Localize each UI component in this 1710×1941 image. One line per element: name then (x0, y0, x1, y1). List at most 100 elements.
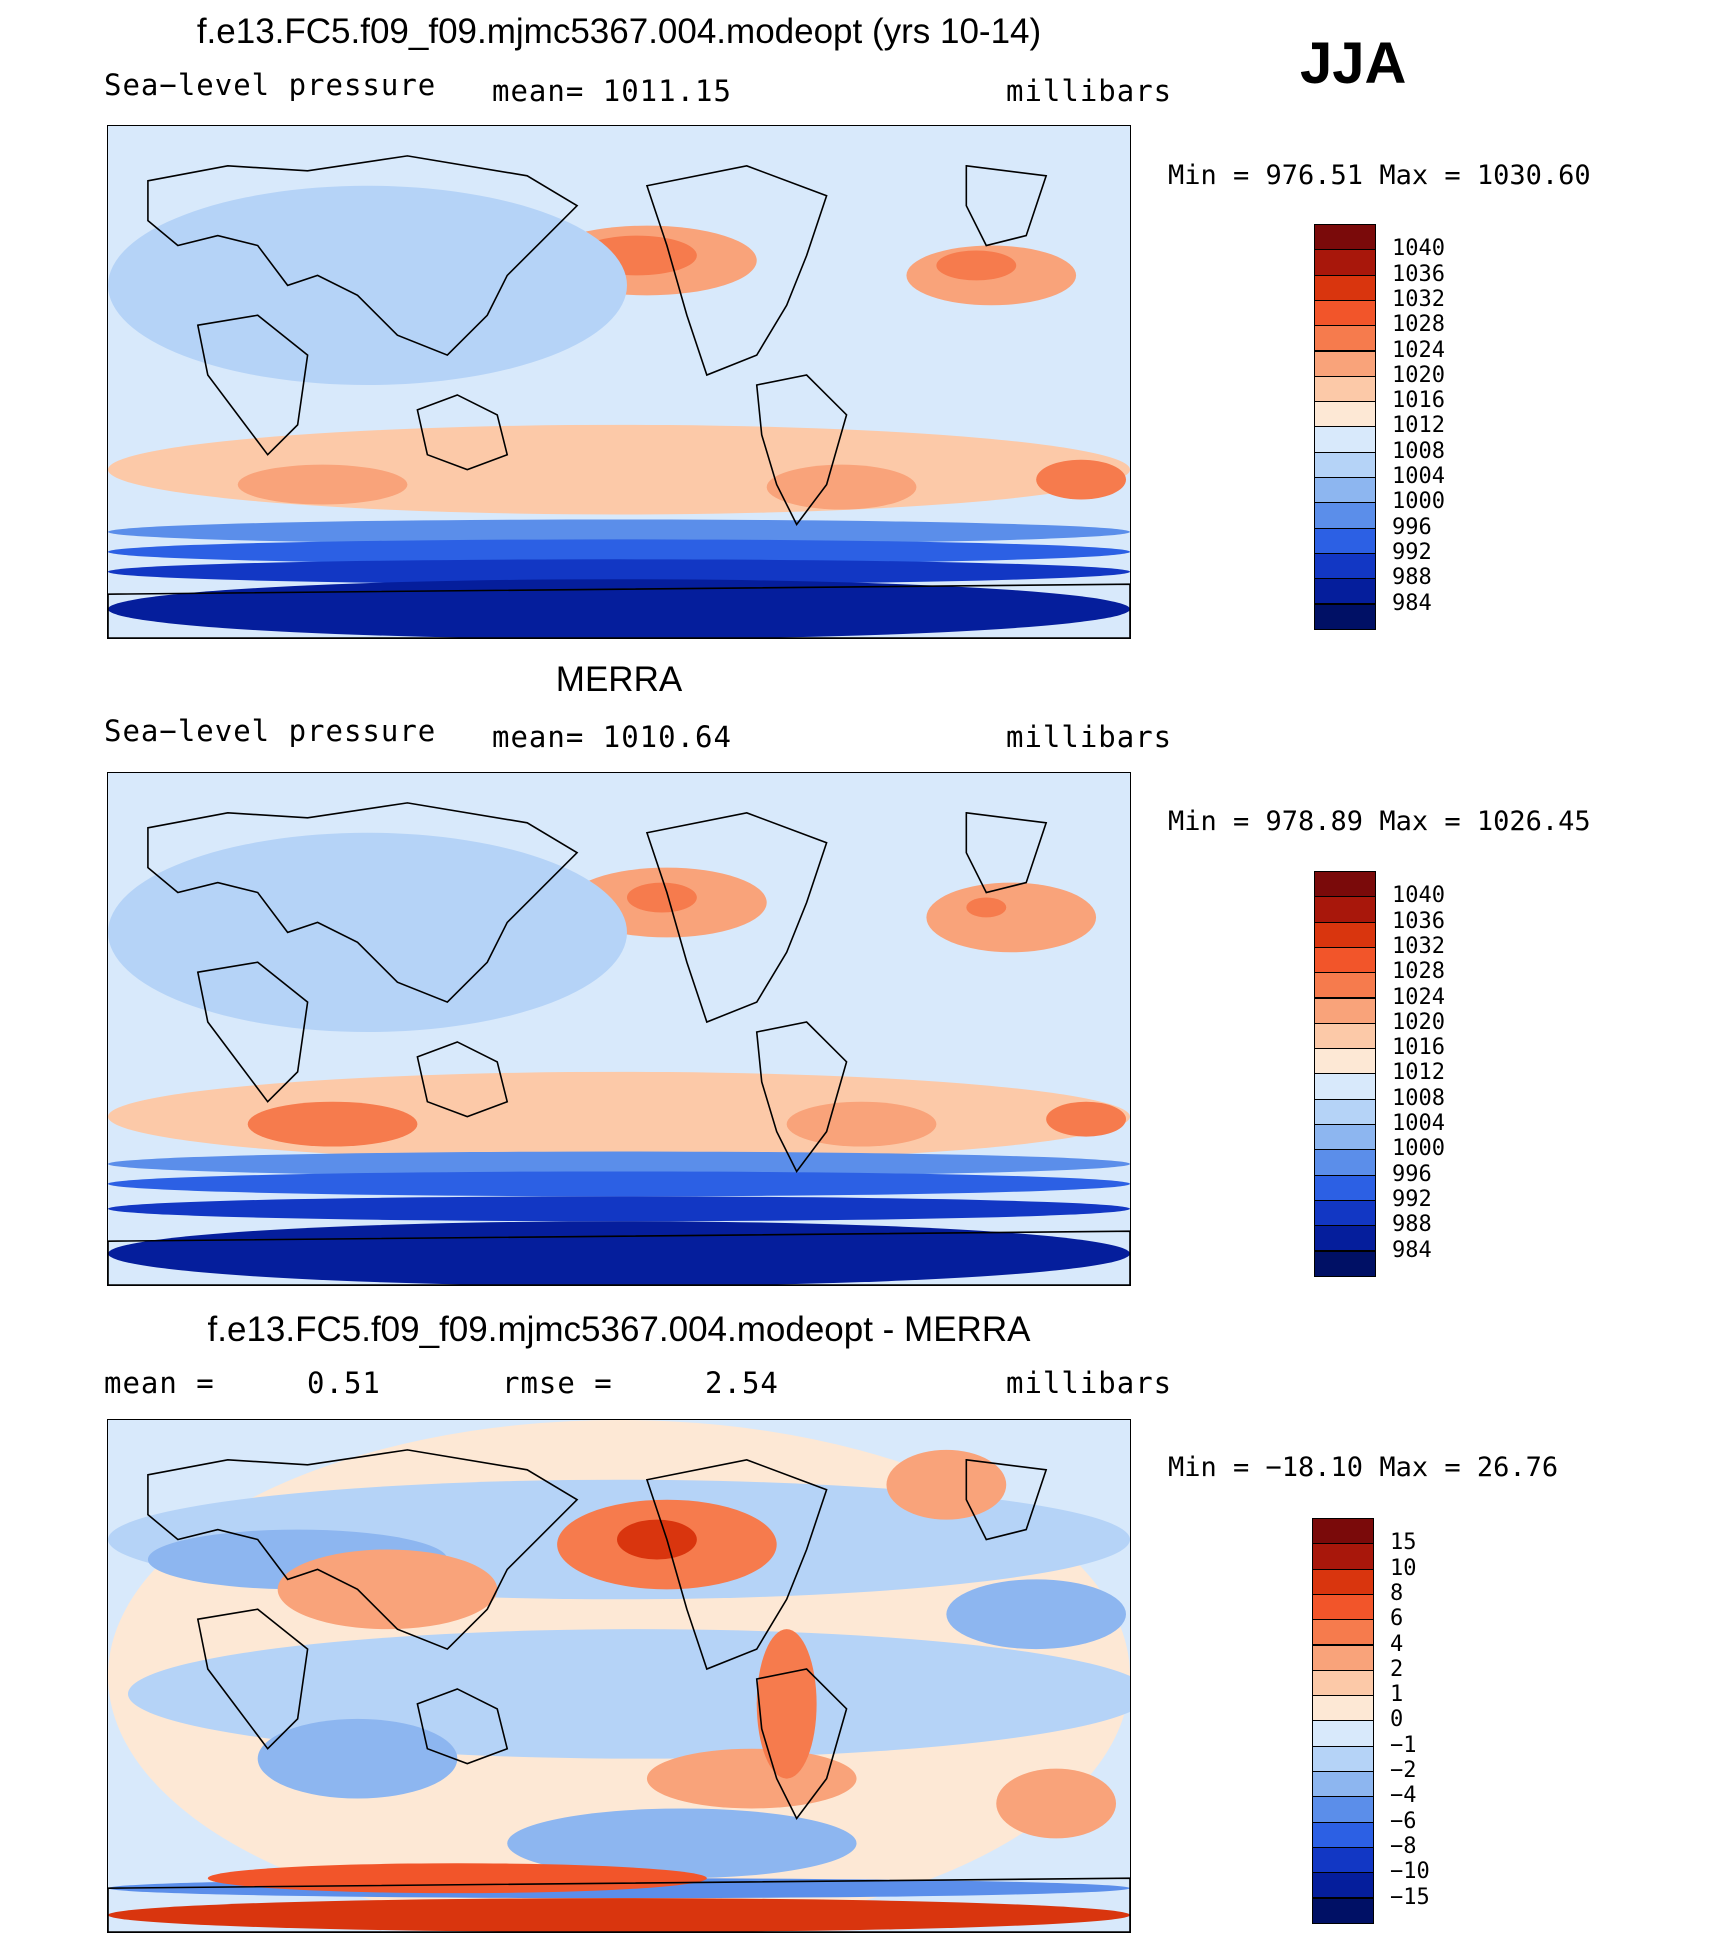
coastline (147, 1449, 579, 1651)
colorbar-label: 984 (1392, 590, 1432, 616)
map-canvas (108, 126, 1130, 638)
coastline (645, 165, 828, 377)
colorbar-swatch (1314, 451, 1376, 478)
colorbar-swatch (1314, 1098, 1376, 1125)
colorbar-swatch (1312, 1644, 1374, 1671)
colorbar-label: 1028 (1392, 959, 1445, 985)
colorbar-label: 1028 (1392, 312, 1445, 338)
contour-region (108, 1151, 1130, 1177)
contour-region (646, 1748, 857, 1809)
contour-region (108, 1221, 1130, 1285)
panel-title: MERRA (555, 660, 683, 699)
colorbar-swatch (1314, 1048, 1376, 1075)
contour-region (108, 1171, 1130, 1197)
panel-title: f.e13.FC5.f09_f09.mjmc5367.004.modeopt -… (207, 1310, 1031, 1349)
coastline (147, 802, 579, 1004)
colorbar-label: 992 (1392, 1186, 1432, 1212)
colorbar-swatch (1314, 375, 1376, 403)
colorbar-swatch (1314, 1199, 1376, 1227)
contour-region (108, 519, 1130, 545)
colorbar-label: −8 (1390, 1833, 1417, 1859)
panel-title: f.e13.FC5.f09_f09.mjmc5367.004.modeopt (… (196, 12, 1042, 51)
min-max-label: Min = 976.51 Max = 1030.60 (1168, 160, 1591, 191)
contour-region (926, 882, 1097, 953)
colorbar-swatch (1314, 527, 1376, 554)
colorbar-label: −6 (1390, 1808, 1417, 1834)
colorbar-label: 984 (1392, 1237, 1432, 1263)
colorbar-label: −4 (1390, 1783, 1417, 1809)
contour-region (766, 464, 917, 510)
variable-label: Sea−level pressure (104, 68, 437, 102)
coastline (416, 394, 509, 471)
contour-region (886, 1449, 1007, 1520)
contour-region (936, 250, 1017, 281)
mean-label: mean = 0.51 (104, 1366, 381, 1400)
colorbar-label: 8 (1390, 1580, 1404, 1606)
model-slp-map (107, 125, 1131, 639)
colorbar-label: 1016 (1392, 388, 1445, 414)
contour-region (207, 1863, 707, 1894)
colorbar-swatch (1314, 946, 1376, 974)
colorbar-label: 1032 (1392, 286, 1445, 312)
colorbar-swatch (1312, 1720, 1374, 1747)
min-max-label: Min = −18.10 Max = 26.76 (1168, 1452, 1559, 1483)
colorbar-swatch (1312, 1669, 1374, 1697)
colorbar-label: 988 (1392, 565, 1432, 591)
contour-region (108, 539, 1130, 565)
colorbar-label: 0 (1390, 1707, 1404, 1733)
colorbar-swatch (1312, 1771, 1374, 1798)
units-label: millibars (1006, 74, 1173, 108)
colorbar-label: 1020 (1392, 1009, 1445, 1035)
colorbar-label: 15 (1390, 1530, 1417, 1556)
coastline (755, 374, 848, 526)
contour-region (1036, 459, 1127, 500)
contour-region (108, 1196, 1130, 1222)
colorbar-swatch (1314, 401, 1376, 428)
colorbar-label: −10 (1390, 1859, 1430, 1885)
colorbar-label: 992 (1392, 539, 1432, 565)
colorbar-swatch (1312, 1846, 1374, 1874)
colorbar-swatch (1314, 972, 1376, 999)
colorbar-label: 6 (1390, 1606, 1404, 1632)
contour-region (786, 1101, 937, 1147)
colorbar-swatch (1314, 299, 1376, 327)
mean-label: mean= 1010.64 (492, 720, 732, 754)
colorbar-swatch (1314, 1149, 1376, 1176)
colorbar-swatch (1312, 1593, 1374, 1621)
merra-slp-map (107, 772, 1131, 1286)
colorbar-swatch (1314, 1225, 1376, 1252)
contour-region (996, 1768, 1117, 1839)
colorbar-swatch (1314, 1124, 1376, 1151)
contour-region (756, 1629, 817, 1779)
colorbar-swatch (1314, 997, 1376, 1024)
map-canvas (108, 773, 1130, 1285)
coastline (196, 961, 309, 1103)
contour-region (247, 1101, 418, 1147)
coastline (416, 1688, 509, 1765)
difference-slp-map (107, 1419, 1131, 1933)
colorbar-swatch (1314, 1250, 1376, 1277)
colorbar-label: 996 (1392, 1161, 1432, 1187)
colorbar-label: 4 (1390, 1631, 1404, 1657)
colorbar-label: 996 (1392, 514, 1432, 540)
contour-region (257, 1718, 458, 1799)
colorbar-label: 1020 (1392, 362, 1445, 388)
units-label: millibars (1006, 1366, 1173, 1400)
colorbar-swatch (1314, 350, 1376, 377)
colorbar-swatch (1312, 1695, 1374, 1722)
colorbar-swatch (1314, 249, 1376, 276)
rmse-label: rmse = 2.54 (502, 1366, 779, 1400)
colorbar-label: 1012 (1392, 413, 1445, 439)
colorbar-swatch (1312, 1543, 1374, 1570)
colorbar-label: 2 (1390, 1656, 1404, 1682)
colorbar-label: 1016 (1392, 1035, 1445, 1061)
colorbar-label: 1024 (1392, 337, 1445, 363)
coastline (108, 583, 1130, 638)
coastline (108, 1230, 1130, 1285)
contour-region (626, 882, 697, 913)
colorbar-swatch (1314, 477, 1376, 504)
colorbar-label: 1036 (1392, 908, 1445, 934)
colorbar-swatch (1312, 1619, 1374, 1646)
colorbar-swatch (1314, 1022, 1376, 1050)
season-label: JJA (1300, 31, 1407, 96)
